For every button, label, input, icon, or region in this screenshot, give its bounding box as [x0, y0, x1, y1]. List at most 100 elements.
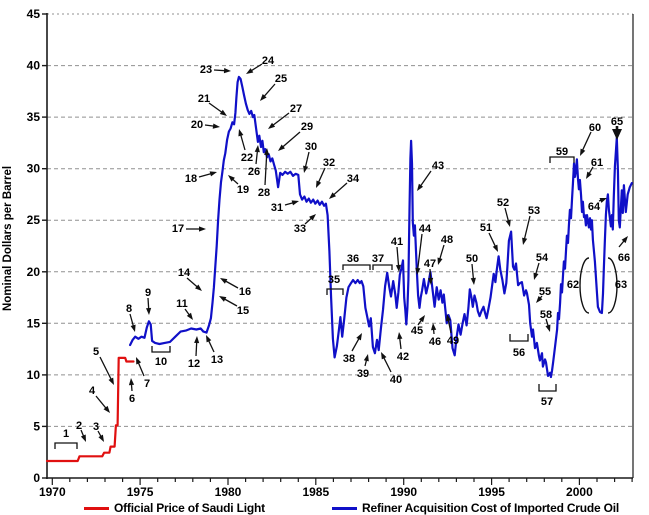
svg-text:8: 8	[126, 303, 132, 315]
annotation-16: 16	[220, 278, 251, 298]
x-tick-label-1970: 1970	[39, 485, 66, 499]
svg-text:56: 56	[513, 347, 525, 359]
svg-text:57: 57	[541, 396, 553, 408]
svg-text:23: 23	[200, 64, 212, 76]
svg-text:62: 62	[567, 279, 579, 291]
svg-text:6: 6	[129, 393, 135, 405]
svg-text:5: 5	[93, 346, 99, 358]
svg-text:42: 42	[397, 351, 409, 363]
annotation-22: 22	[238, 129, 253, 164]
svg-text:17: 17	[172, 223, 184, 235]
svg-text:41: 41	[391, 236, 403, 248]
series-line-refiner-cost	[129, 75, 633, 379]
annotation-28: 28	[258, 148, 270, 199]
annotation-55: 55	[536, 286, 551, 303]
series-line-saudi-light	[45, 356, 135, 463]
svg-text:30: 30	[305, 141, 317, 153]
y-tick-label-40: 40	[27, 59, 41, 73]
annotation-13: 13	[206, 335, 223, 366]
svg-text:7: 7	[144, 378, 150, 390]
y-axis-title: Nominal Dollars per Barrel	[2, 165, 14, 311]
svg-text:44: 44	[419, 223, 432, 235]
annotation-29: 29	[278, 121, 313, 151]
svg-text:54: 54	[536, 252, 549, 264]
y-tick-label-15: 15	[27, 316, 41, 330]
annotation-24: 24	[246, 55, 275, 74]
svg-text:65: 65	[611, 116, 623, 128]
svg-text:21: 21	[198, 93, 210, 105]
svg-text:39: 39	[357, 368, 369, 380]
annotation-6: 6	[128, 378, 135, 405]
annotation-2: 2	[76, 420, 86, 442]
annotation-38: 38	[343, 333, 362, 365]
annotation-9: 9	[145, 287, 152, 315]
annotation-20: 20	[191, 119, 220, 131]
annotation-21: 21	[198, 93, 227, 116]
annotation-35: 35	[326, 274, 344, 295]
x-tick-label-2000: 2000	[566, 485, 593, 499]
x-tick-label-1990: 1990	[390, 485, 417, 499]
y-tick-label-25: 25	[27, 213, 41, 227]
svg-text:63: 63	[615, 279, 627, 291]
svg-text:49: 49	[447, 335, 459, 347]
annotation-30: 30	[303, 141, 317, 173]
legend-label-saudi-light: Official Price of Saudi Light	[114, 501, 265, 515]
annotation-8: 8	[126, 303, 136, 332]
annotation-27: 27	[268, 103, 302, 129]
y-tick-label-45: 45	[27, 7, 41, 21]
annotation-11: 11	[176, 298, 193, 320]
legend-item-refiner-cost: Refiner Acquisition Cost of Imported Cru…	[332, 501, 619, 515]
svg-text:43: 43	[432, 160, 444, 172]
svg-text:11: 11	[176, 298, 188, 310]
svg-text:12: 12	[188, 358, 200, 370]
svg-text:61: 61	[591, 157, 603, 169]
svg-text:29: 29	[301, 121, 313, 133]
annotation-37: 37	[372, 253, 393, 270]
annotation-39: 39	[357, 354, 369, 380]
annotation-57: 57	[538, 384, 557, 408]
svg-text:24: 24	[262, 55, 275, 67]
svg-text:3: 3	[93, 421, 99, 433]
svg-text:10: 10	[155, 356, 167, 368]
annotation-56: 56	[509, 334, 529, 359]
legend-item-saudi-light: Official Price of Saudi Light	[84, 501, 265, 515]
svg-text:51: 51	[480, 222, 492, 234]
svg-text:53: 53	[528, 205, 540, 217]
svg-text:1: 1	[63, 428, 69, 440]
annotation-42: 42	[397, 332, 409, 363]
annotation-40: 40	[381, 352, 402, 386]
svg-text:18: 18	[185, 173, 197, 185]
svg-text:37: 37	[372, 253, 384, 265]
annotation-44: 44	[415, 223, 432, 275]
svg-text:64: 64	[588, 201, 601, 213]
annotation-49: 49	[445, 314, 459, 347]
svg-text:48: 48	[441, 234, 453, 246]
svg-text:27: 27	[290, 103, 302, 115]
legend-label-refiner-cost: Refiner Acquisition Cost of Imported Cru…	[362, 501, 620, 515]
y-tick-label-20: 20	[27, 265, 41, 279]
annotation-1: 1	[54, 428, 78, 449]
annotation-34: 34	[329, 173, 360, 199]
annotation-14: 14	[178, 267, 202, 291]
svg-text:19: 19	[237, 184, 249, 196]
annotation-25: 25	[260, 73, 287, 101]
annotation-66: 66	[618, 236, 630, 264]
x-tick-label-1975: 1975	[127, 485, 154, 499]
svg-text:47: 47	[424, 258, 436, 270]
annotation-48: 48	[437, 234, 453, 265]
blue-line-swatch	[332, 506, 357, 510]
annotation-15: 15	[219, 296, 249, 317]
svg-text:2: 2	[76, 420, 82, 432]
svg-text:60: 60	[589, 122, 601, 134]
annotation-18: 18	[185, 171, 217, 185]
y-tick-label-0: 0	[33, 471, 40, 485]
annotation-45: 45	[411, 315, 425, 337]
y-tick-label-35: 35	[27, 110, 41, 124]
annotation-52: 52	[497, 197, 511, 227]
svg-text:9: 9	[145, 287, 151, 299]
svg-text:46: 46	[429, 336, 441, 348]
annotation-4: 4	[89, 385, 110, 413]
svg-text:13: 13	[211, 354, 223, 366]
